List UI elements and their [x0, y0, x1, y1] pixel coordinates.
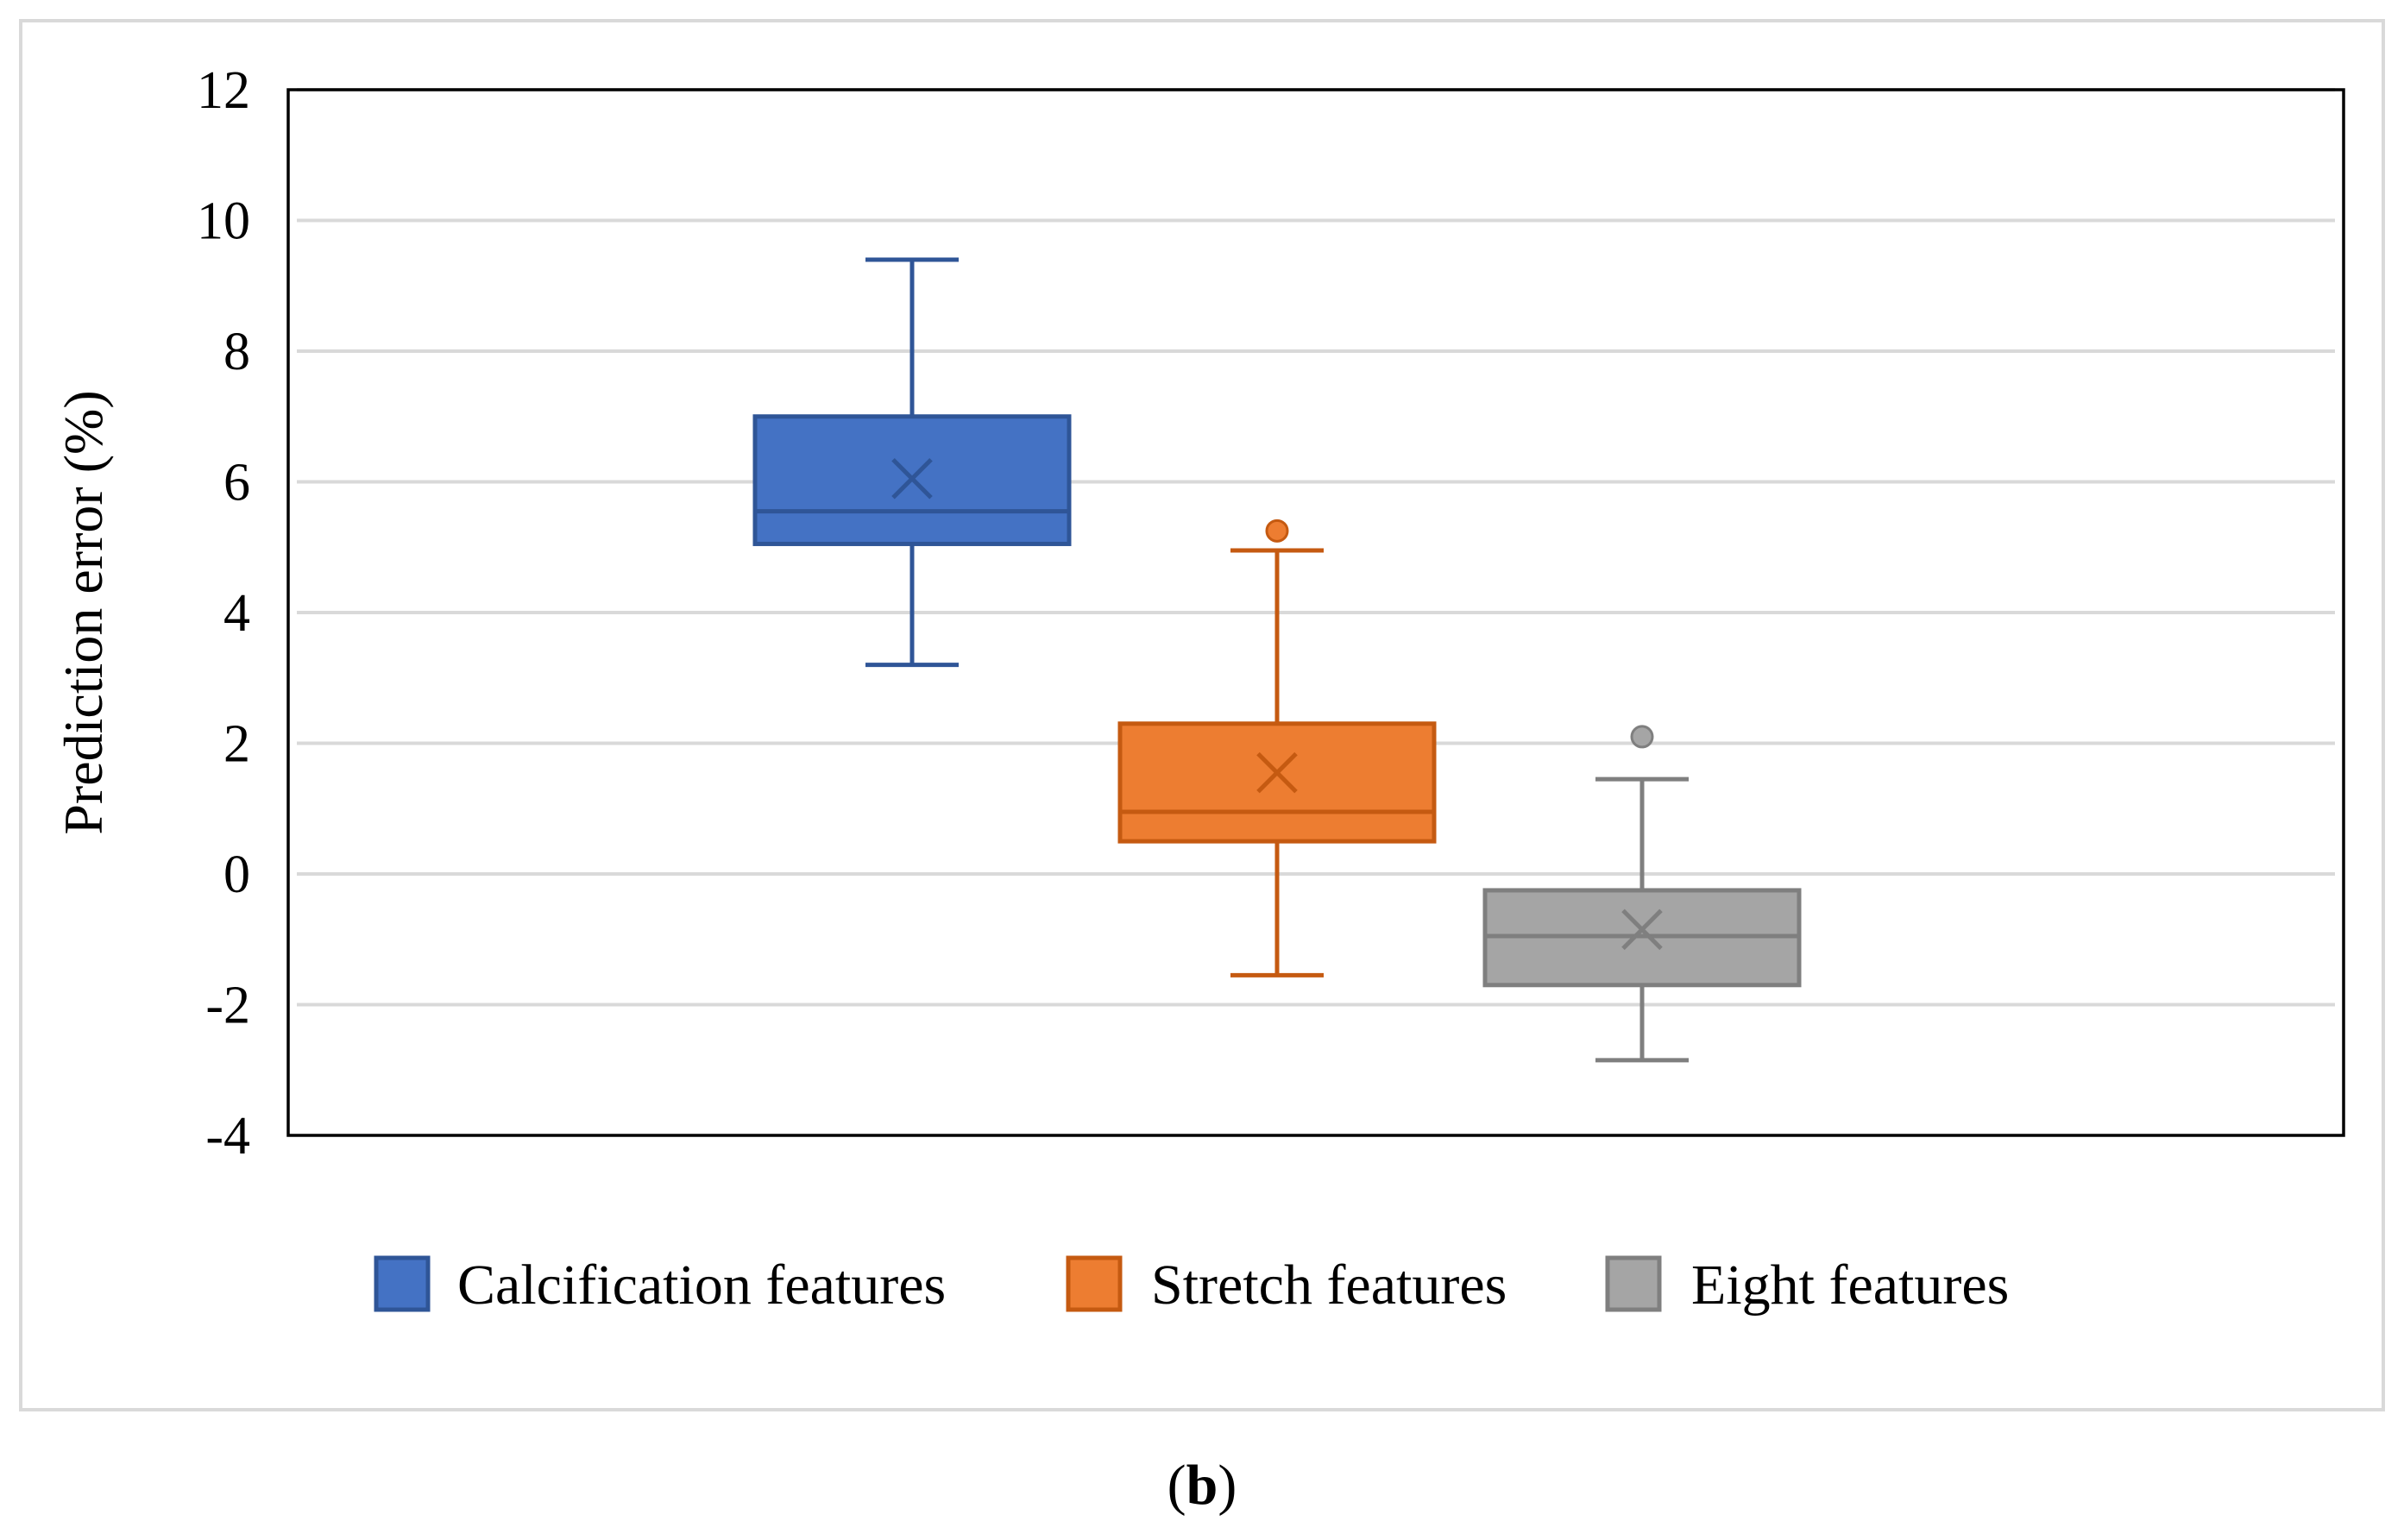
legend-item: Calcification features: [374, 1254, 946, 1317]
y-axis-title: Prediction error (%): [53, 390, 114, 834]
plot-area-frame: [286, 88, 2345, 1137]
legend-item: Eight features: [1605, 1254, 2009, 1317]
legend-label: Eight features: [1691, 1254, 2009, 1317]
mean-marker: [1621, 908, 1663, 951]
caption-close: ): [1218, 1454, 1237, 1517]
legend-swatch: [374, 1255, 431, 1312]
y-tick-label: 8: [223, 323, 250, 381]
y-tick-label: -4: [205, 1107, 250, 1166]
y-tick-label: 6: [223, 454, 250, 512]
box-iqr: [1117, 721, 1437, 844]
legend: Calcification features Stretch features Ei…: [374, 1254, 2009, 1317]
legend-swatch: [1066, 1255, 1123, 1312]
legend-label: Calcification features: [457, 1254, 946, 1317]
caption-open: (: [1167, 1454, 1186, 1517]
legend-item: Stretch features: [1066, 1254, 1507, 1317]
y-tick-label: 4: [223, 584, 250, 643]
y-tick-label: 10: [197, 192, 250, 251]
box-1: [752, 257, 1072, 668]
figure-caption: (b): [1167, 1454, 1237, 1517]
box-2: [1117, 519, 1437, 977]
y-tick-label: -2: [205, 977, 250, 1035]
outlier-point: [1630, 725, 1654, 749]
legend-swatch: [1605, 1255, 1662, 1312]
outlier-point: [1265, 519, 1289, 543]
y-axis-ticks: -4 -2 0 2 4 6 8 10 12: [197, 61, 250, 1166]
box-series: [752, 257, 1802, 1063]
y-tick-label: 0: [223, 845, 250, 904]
figure-frame: [19, 19, 2385, 1411]
mean-marker: [1256, 751, 1298, 794]
caption-label: b: [1186, 1454, 1218, 1517]
legend-label: Stretch features: [1151, 1254, 1507, 1317]
box-3: [1482, 725, 1802, 1063]
y-tick-label: 12: [197, 61, 250, 120]
mean-marker: [891, 457, 933, 500]
y-tick-label: 2: [223, 715, 250, 774]
